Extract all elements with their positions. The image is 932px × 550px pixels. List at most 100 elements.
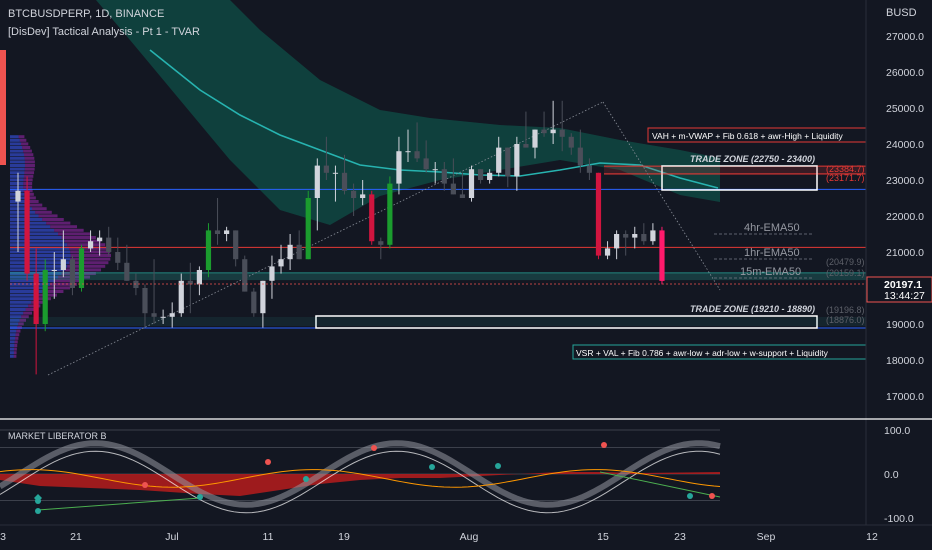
osc-signal-line	[0, 469, 721, 488]
vp-bar-sell	[46, 286, 71, 290]
vp-bar	[10, 293, 39, 297]
time-tick-label: Sep	[757, 531, 776, 543]
candle	[260, 280, 266, 328]
candle	[387, 176, 393, 249]
candle	[496, 136, 502, 177]
time-tick-label: Aug	[460, 531, 479, 543]
price-tick-label: 22000.0	[886, 211, 924, 223]
vp-bar	[10, 178, 24, 182]
oscillator-axis[interactable]: 100.0 0.0 -100.0	[884, 425, 914, 525]
candle	[323, 136, 329, 180]
vp-bar-sell	[61, 236, 96, 239]
vp-bar-sell	[20, 142, 29, 146]
vp-bar-sell	[58, 232, 91, 236]
last-price-tag	[866, 276, 932, 303]
vp-bar	[10, 203, 30, 207]
vp-bar-sell	[25, 308, 36, 311]
upper-zone-label: TRADE ZONE (22750 - 23400)	[690, 154, 815, 164]
vp-bar	[10, 164, 25, 167]
oscillator-pane	[0, 429, 721, 514]
vp-bar	[10, 210, 36, 214]
vp-bar	[10, 322, 19, 326]
vp-bar	[10, 347, 15, 351]
vp-bar	[10, 333, 16, 337]
time-tick-label: 23	[674, 531, 686, 543]
vp-bar	[10, 142, 21, 146]
vp-bar	[10, 308, 26, 311]
candle	[541, 111, 547, 137]
candle	[196, 266, 202, 296]
vp-bar	[10, 279, 55, 283]
candle	[87, 230, 94, 252]
vp-bar-sell	[67, 243, 106, 247]
candle	[24, 176, 30, 281]
candle	[450, 158, 456, 195]
osc-trend-green	[37, 497, 201, 511]
upper-trade-zone-box[interactable]	[661, 165, 818, 191]
vp-bar-sell	[25, 196, 36, 200]
vp-bar-sell	[54, 279, 84, 283]
ema-val-a: (20479.9)	[826, 257, 865, 267]
upper-val-a: (23384.7)	[826, 164, 865, 174]
lower-trade-zone-box[interactable]	[315, 315, 818, 329]
vp-bar	[10, 167, 25, 171]
osc-trend-green-2	[599, 471, 721, 498]
ema-markers	[714, 233, 812, 279]
vp-bar-sell	[50, 225, 78, 229]
osc-tick-label: 100.0	[884, 425, 910, 437]
chart-symbol-title[interactable]: BTCBUSDPERP, 1D, BINANCE	[8, 8, 165, 20]
vp-bar	[10, 250, 71, 254]
osc-signal-dot	[35, 508, 41, 514]
candle	[632, 226, 638, 249]
candle	[568, 133, 574, 155]
vp-bar	[10, 160, 25, 164]
candle	[641, 223, 647, 245]
candle	[550, 100, 556, 144]
time-tick-label: 12	[866, 531, 878, 543]
candle	[505, 147, 511, 188]
vp-bar	[10, 311, 24, 315]
vp-bar-sell	[54, 228, 84, 232]
vp-bar-sell	[23, 174, 34, 178]
vp-bar	[10, 336, 16, 340]
candle	[514, 136, 520, 191]
candle	[477, 169, 484, 184]
osc-diamond	[34, 494, 42, 502]
candle	[106, 226, 112, 256]
candle	[487, 169, 493, 184]
candle	[650, 223, 656, 245]
candle	[305, 190, 311, 260]
lower-zone-label: TRADE ZONE (19210 - 18890)	[690, 304, 815, 314]
vp-bar-sell	[67, 264, 106, 268]
candle	[360, 180, 366, 206]
vp-bar-sell	[23, 149, 32, 153]
candle	[242, 255, 248, 292]
time-tick-label: 11	[263, 531, 274, 543]
candle	[614, 230, 620, 260]
candle	[341, 154, 348, 195]
candle	[69, 255, 76, 296]
teal-level-zone	[10, 272, 866, 281]
indicator-title[interactable]: [DisDev] Tactical Analysis - Pt 1 - TVAR	[8, 26, 200, 38]
vp-bar-sell	[64, 239, 102, 243]
vp-bar	[10, 344, 15, 347]
vp-side-bar	[0, 50, 6, 165]
candle	[169, 302, 175, 328]
candle	[468, 165, 475, 202]
candle	[187, 262, 193, 314]
vp-bar-sell	[15, 336, 19, 340]
osc-signal-dot	[197, 494, 203, 500]
vp-bar	[10, 149, 24, 153]
price-tick-label: 18000.0	[886, 355, 924, 367]
upper-confluence-label: VAH + m-VWAP + Fib 0.618 + awr-High + Li…	[652, 131, 843, 141]
time-axis[interactable]: 3 21 Jul 11 19 Aug 15 23 Sep 12	[0, 531, 878, 543]
candle	[251, 288, 257, 317]
oscillator-title[interactable]: MARKET LIBERATOR B	[8, 431, 107, 441]
candle	[278, 244, 284, 274]
candle	[604, 241, 611, 260]
candle	[269, 255, 275, 299]
candle	[423, 140, 429, 173]
candle	[432, 162, 438, 184]
vp-bar	[10, 236, 62, 239]
